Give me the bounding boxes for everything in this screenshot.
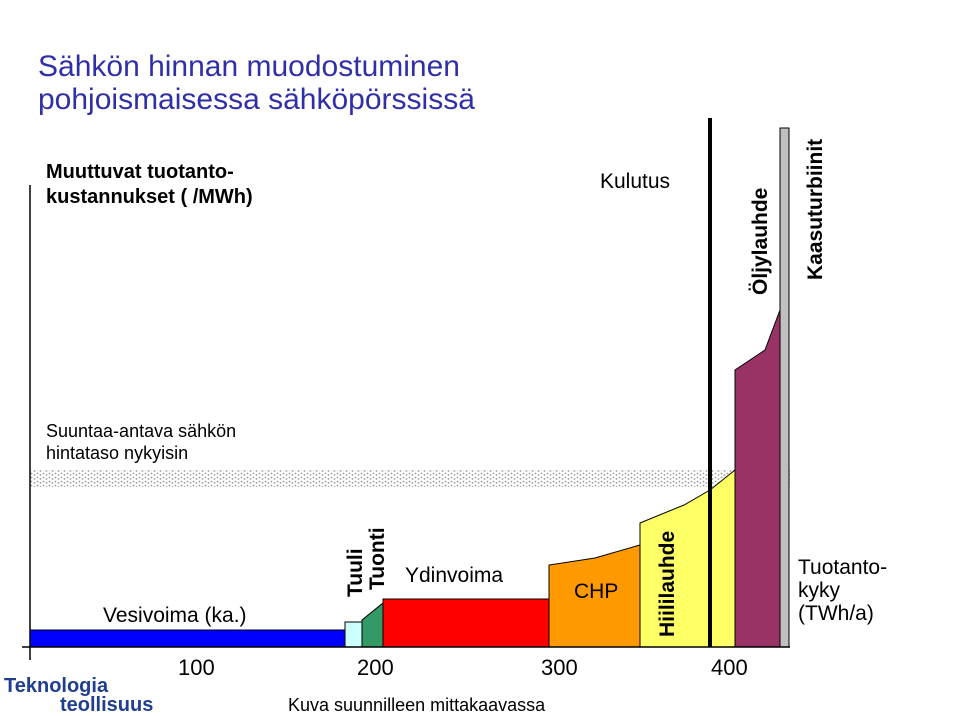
title-line-2: pohjoismaisessa sähköpörssissä — [38, 83, 475, 116]
title-line-1: Sähkön hinnan muodostuminen — [38, 50, 460, 83]
label-vesivoima: Vesivoima (ka.) — [103, 604, 247, 627]
segment-oljylauhde — [734, 309, 781, 648]
x-tick-100: 100 — [178, 655, 215, 680]
segment-tuonti — [361, 601, 384, 648]
logo-line-1: Teknologia — [4, 675, 109, 697]
x-axis-label: Tuotanto- kyky (TWh/a) — [798, 556, 887, 625]
logo-line-2: teollisuus — [60, 694, 154, 716]
label-ydinvoima: Ydinvoima — [405, 564, 504, 587]
price-level-band — [30, 470, 790, 487]
scale-note: Kuva suunnilleen mittakaavassa — [288, 695, 546, 715]
x-axis-label-line-2: kyky — [798, 579, 840, 602]
segment-hiililauhde — [639, 468, 736, 648]
label-hiililauhde: Hiililauhde — [656, 530, 679, 637]
y-axis-label: Muuttuvat tuotanto- kustannukset ( /MWh) — [46, 160, 253, 210]
segment-kaasuturbiinit — [779, 127, 790, 648]
teknologiateollisuus-logo: Teknologia teollisuus — [4, 675, 154, 716]
price-level-line-2: hintataso nykyisin — [46, 443, 189, 463]
x-axis-label-line-1: Tuotanto- — [798, 556, 888, 579]
x-tick-400: 400 — [711, 655, 748, 680]
label-kaasuturbiinit: Kaasuturbiinit — [804, 138, 827, 280]
y-axis-label-line-2: kustannukset ( /MWh) — [46, 186, 253, 208]
x-axis-label-line-3: (TWh/a) — [798, 602, 874, 625]
label-chp: CHP — [574, 580, 619, 603]
label-tuonti: Tuonti — [366, 527, 389, 590]
y-axis-label-line-1: Muuttuvat tuotanto- — [46, 161, 234, 183]
price-level-line-1: Suuntaa-antava sähkön — [46, 421, 237, 441]
x-tick-300: 300 — [541, 655, 578, 680]
demand-label: Kulutus — [600, 170, 671, 193]
x-tick-200: 200 — [357, 655, 394, 680]
label-tuuli: Tuuli — [344, 548, 367, 597]
label-oljylauhde: Öljylauhde — [749, 187, 772, 295]
page-title: Sähkön hinnan muodostuminen pohjoismaise… — [38, 50, 475, 116]
segment-vesivoima — [29, 629, 346, 648]
segment-ydinvoima — [382, 598, 550, 648]
segment-tuuli — [344, 621, 363, 648]
price-level-label: Suuntaa-antava sähkön hintataso nykyisin — [46, 420, 236, 464]
